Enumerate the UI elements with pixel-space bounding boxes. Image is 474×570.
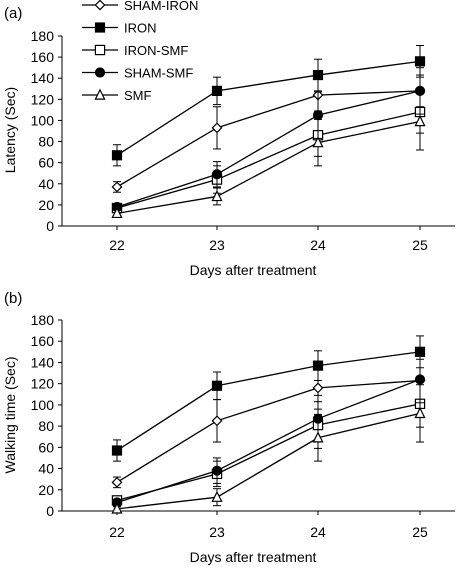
y-tick-label-b: 40 [38, 461, 54, 477]
x-tick-label-a: 25 [412, 237, 428, 253]
series-iron-b [111, 335, 426, 462]
x-tick-label-b: 25 [412, 524, 428, 540]
y-tick-label-b: 60 [38, 439, 54, 455]
y-tick-label-b: 160 [31, 333, 55, 349]
panel-b: (b) 0 20 40 60 80 100 120 140 160 180 22 23 24 25 Day… [2, 290, 455, 565]
legend-marker-iron [94, 22, 106, 33]
x-tick-label-a: 24 [310, 237, 326, 253]
point-iron [211, 85, 223, 96]
series-smf-b [111, 384, 426, 514]
x-axis-label-b: Days after treatment [190, 549, 317, 565]
series-line-iron [116, 351, 421, 452]
point-sham-smf [414, 374, 426, 385]
series-line-sham-smf [116, 90, 421, 208]
y-tick-label-a: 140 [31, 70, 55, 86]
point-smf [312, 136, 324, 148]
point-sham-iron [312, 382, 324, 394]
y-tick-label-a: 60 [38, 155, 54, 171]
y-tick-label-a: 0 [46, 218, 54, 234]
panel-a: (a) 0 20 40 60 80 100 120 140 160 180 22 23 24 25 Day… [2, 0, 455, 278]
point-iron [111, 445, 123, 456]
series-line-iron-smf [116, 111, 421, 209]
y-tick-label-b: 100 [31, 397, 55, 413]
legend-label-sham-iron: SHAM-IRON [124, 0, 198, 13]
point-iron [414, 56, 426, 67]
y-tick-label-b: 20 [38, 482, 54, 498]
panel-label-a: (a) [4, 5, 22, 22]
plot-area-b: 0 20 40 60 80 100 120 140 160 180 22 23 24 25 [31, 312, 455, 540]
series-line-smf [116, 412, 421, 510]
x-tick-label-b: 24 [310, 524, 326, 540]
series-line-smf [116, 120, 421, 214]
legend-item-iron: IRON [82, 21, 157, 36]
y-axis-label-b: Walking time (Sec) [2, 357, 18, 474]
point-smf [111, 206, 123, 219]
x-axis-label-a: Days after treatment [190, 262, 317, 278]
point-sham-smf [312, 110, 324, 121]
y-tick-label-a: 80 [38, 134, 54, 150]
point-sham-iron [111, 181, 123, 193]
y-tick-label-a: 100 [31, 112, 55, 128]
legend-marker-iron-smf [94, 44, 106, 56]
point-sham-smf [211, 465, 223, 476]
point-sham-smf [211, 169, 223, 180]
point-sham-iron [211, 415, 223, 427]
series-sham-smf-a [111, 67, 426, 213]
series-line-sham-smf [116, 378, 421, 504]
point-smf [414, 115, 426, 127]
x-tick-label-b: 23 [209, 524, 225, 540]
y-tick-label-a: 20 [38, 197, 54, 213]
series-sham-smf-b [111, 355, 426, 508]
point-smf [211, 190, 223, 202]
series-iron-smf-b [111, 379, 426, 506]
legend-label-iron: IRON [124, 21, 157, 36]
point-iron [414, 346, 426, 357]
series-iron-a [111, 45, 426, 167]
legend-a: SHAM-IRON IRON IRON-SMF SHAM-SMF SMF [82, 0, 198, 103]
legend-marker-smf [94, 88, 106, 100]
y-tick-label-a: 160 [31, 49, 55, 65]
legend-label-iron-smf: IRON-SMF [124, 43, 188, 58]
y-tick-label-a: 120 [31, 91, 55, 107]
point-iron [312, 360, 324, 371]
point-iron [111, 150, 123, 161]
y-tick-label-b: 80 [38, 418, 54, 434]
x-tick-label-a: 22 [109, 237, 125, 253]
x-tick-label-b: 22 [109, 524, 125, 540]
point-sham-iron [111, 476, 123, 488]
panel-label-b: (b) [4, 290, 22, 307]
series-smf-a [111, 92, 426, 219]
legend-item-smf: SMF [82, 88, 152, 103]
x-tick-label-a: 23 [209, 237, 225, 253]
legend-item-sham-iron: SHAM-IRON [82, 0, 198, 13]
series-line-sham-iron [116, 90, 421, 188]
series-line-iron [116, 60, 421, 156]
series-iron-smf-a [111, 90, 426, 214]
point-iron [211, 380, 223, 391]
legend-label-sham-smf: SHAM-SMF [124, 66, 193, 81]
point-iron [312, 69, 324, 81]
y-tick-label-b: 140 [31, 354, 55, 370]
y-tick-label-b: 180 [31, 312, 55, 328]
y-tick-label-b: 0 [46, 503, 54, 519]
legend-label-smf: SMF [124, 88, 152, 103]
legend-marker-sham-smf [94, 67, 106, 78]
plot-area-a: 0 20 40 60 80 100 120 140 160 180 22 23 24 25 [31, 28, 455, 253]
point-smf [312, 431, 324, 443]
y-axis-label-a: Latency (Sec) [2, 87, 18, 173]
point-smf [211, 490, 223, 502]
point-sham-iron [211, 122, 223, 134]
y-tick-label-a: 180 [31, 28, 55, 44]
series-sham-iron-a [111, 74, 426, 193]
y-tick-label-a: 40 [38, 176, 54, 192]
y-tick-label-b: 120 [31, 376, 55, 392]
point-smf [414, 406, 426, 419]
legend-item-sham-smf: SHAM-SMF [82, 66, 193, 81]
legend-item-iron-smf: IRON-SMF [82, 43, 188, 58]
series-line-sham-iron [116, 379, 421, 483]
point-smf [111, 502, 123, 514]
legend-marker-sham-iron [94, 0, 106, 11]
series-line-iron-smf [116, 403, 421, 502]
